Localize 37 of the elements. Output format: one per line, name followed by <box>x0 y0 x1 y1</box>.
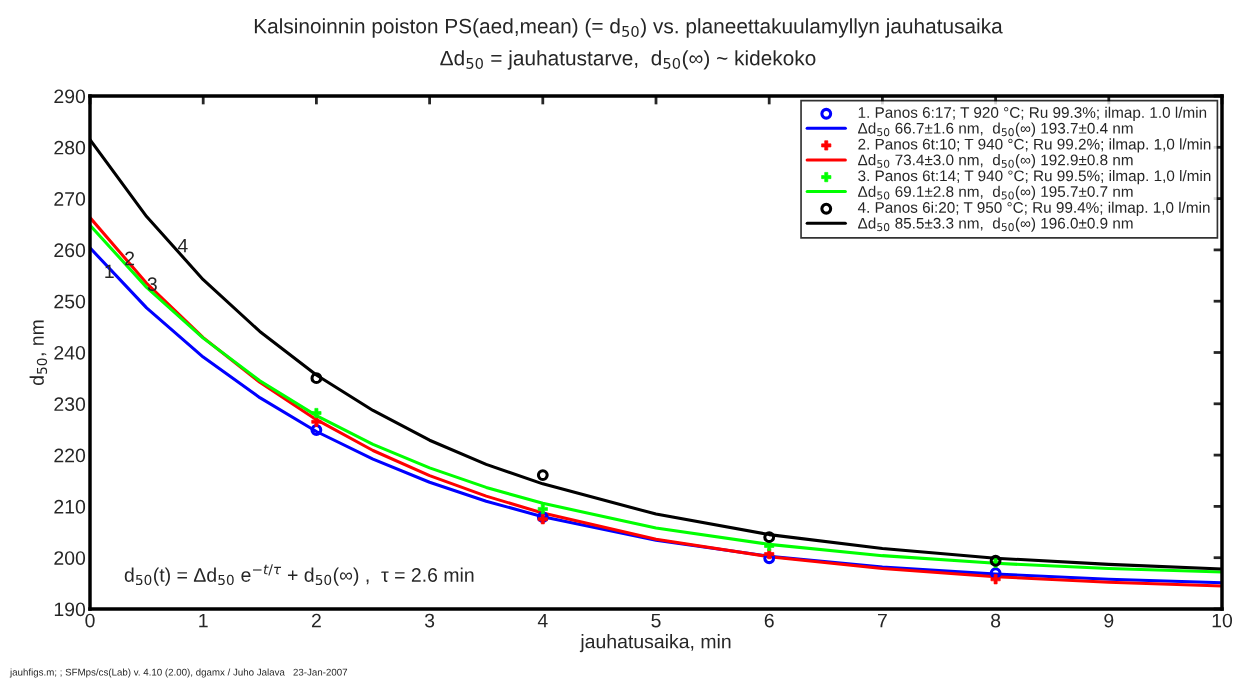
chart-subtitle: Δd$_{50}$ = jauhatustarve, d$_{50}$(∞) ~ kidekoko <box>440 50 816 70</box>
legend-label: Δd$_{50}$ 69.1±2.8 nm, d$_{50}$(∞) 195.7±0.7 nm <box>858 185 1133 201</box>
y-tick-label: 250 <box>54 294 86 309</box>
legend-label: 4. Panos 6i:20; T 950 °C; Ru 99.4%; ilmap. 1,0 l/min <box>857 201 1210 216</box>
y-tick-label: 190 <box>54 602 86 617</box>
y-tick-label: 290 <box>54 89 86 104</box>
x-tick-label: 8 <box>991 613 1001 628</box>
legend-label: 2. Panos 6t:10; T 940 °C; Ru 99.2%; ilmap. 1,0 l/min <box>858 138 1211 153</box>
chart-title: Kalsinoinnin poiston PS(aed,mean) (= d$_{50}$) vs. planeettakuulamyllyn jauhatusaika <box>254 18 1003 38</box>
y-tick-label: 280 <box>54 140 86 155</box>
legend-label: Δd$_{50}$ 73.4±3.0 nm, d$_{50}$(∞) 192.9±0.8 nm <box>858 154 1133 169</box>
y-tick-label: 270 <box>54 192 86 206</box>
text: jauhfigs.m; ; SFMps/cs(Lab) v. 4.10 (2.00), dgamx / Juho Jalava 23-Jan-2007 <box>9 668 348 678</box>
x-tick-label: 2 <box>311 613 321 628</box>
x-tick-label: 5 <box>651 613 661 628</box>
y-tick-label: 210 <box>54 499 86 514</box>
y-tick-label: 200 <box>54 551 86 565</box>
legend-label: 3. Panos 6t:14; T 940 °C; Ru 99.5%; ilmap. 1,0 l/min <box>858 170 1211 185</box>
y-tick-label: 230 <box>54 397 86 412</box>
x-tick-label: 10 <box>1212 613 1233 628</box>
x-tick-label: 9 <box>1104 613 1114 628</box>
y-axis-title: d$_{50}$, nm <box>29 320 48 386</box>
legend-label: Δd$_{50}$ 66.7±1.6 nm, d$_{50}$(∞) 193.7±0.4 nm <box>858 122 1133 137</box>
x-tick-label: 6 <box>764 613 774 628</box>
x-tick-label: 3 <box>424 613 435 628</box>
y-tick-label: 220 <box>54 448 86 463</box>
y-tick-label: 260 <box>54 243 86 258</box>
x-tick-label: 7 <box>877 613 887 628</box>
x-axis-title: jauhatusaika, min <box>579 634 731 653</box>
legend-label: Δd$_{50}$ 85.5±3.3 nm, d$_{50}$(∞) 196.0±0.9 nm <box>858 217 1133 232</box>
x-tick-label: 4 <box>537 613 548 628</box>
legend-label: 1. Panos 6:17; T 920 °C; Ru 99.3%; ilmap. 1.0 l/min <box>858 106 1207 121</box>
x-tick-label: 0 <box>85 613 95 628</box>
y-tick-label: 240 <box>54 345 86 360</box>
text: d$_{50}$(t) = Δd$_{50}$ e$^{−t/τ}$ + d$_{50}$(∞) , τ = 2.6 min <box>124 564 474 586</box>
annotation: 4 <box>177 238 188 253</box>
x-tick-label: 1 <box>199 613 208 628</box>
